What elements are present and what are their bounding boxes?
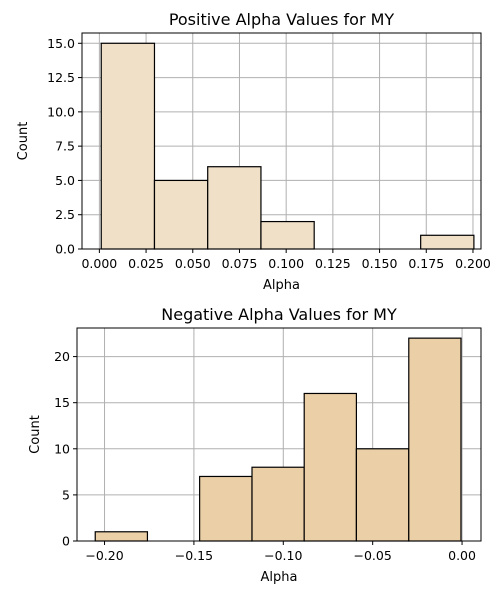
x-tick-label: 0.00 (448, 548, 476, 563)
histogram-bar (408, 337, 462, 542)
chart-title: Positive Alpha Values for MY (169, 10, 395, 29)
bars (100, 42, 475, 250)
x-tick-label: 0.075 (222, 256, 258, 271)
y-ticks: 0.0 2.5 5.0 7.5 10.0 12.5 15.0 (47, 36, 82, 257)
x-tick-label: 0.200 (455, 256, 491, 271)
x-tick-label: −0.20 (85, 548, 123, 563)
y-tick-label: 15.0 (47, 36, 75, 51)
histogram-bar (260, 220, 315, 250)
y-tick-label: 10.0 (47, 104, 75, 119)
x-ticks: 0.000 0.025 0.050 0.075 0.100 0.125 0.150 0.175… (81, 249, 491, 271)
histogram-bar (303, 392, 358, 542)
y-axis-label: Count (16, 122, 31, 161)
x-axis-label: Alpha (261, 570, 298, 585)
histogram-bar (94, 531, 149, 542)
histogram-bar (100, 42, 156, 250)
x-tick-label: 0.150 (362, 256, 398, 271)
y-tick-label: 12.5 (47, 70, 75, 85)
x-tick-label: 0.050 (175, 256, 211, 271)
axes-frame (81, 32, 482, 250)
x-tick-label: 0.000 (81, 256, 117, 271)
y-tick-label: 5 (62, 487, 70, 502)
y-tick-label: 2.5 (55, 207, 75, 222)
x-tick-label: −0.05 (354, 548, 392, 563)
x-axis-label: Alpha (263, 278, 300, 293)
positive-alpha-histogram: 0.000 0.025 0.050 0.075 0.100 0.125 0.150 0.175… (16, 10, 491, 293)
x-tick-label: 0.025 (128, 256, 164, 271)
y-tick-label: 7.5 (55, 139, 75, 154)
y-tick-label: 10 (54, 441, 70, 456)
x-tick-label: 0.175 (408, 256, 444, 271)
x-tick-label: −0.10 (264, 548, 302, 563)
x-tick-label: 0.125 (315, 256, 351, 271)
y-tick-label: 0 (62, 534, 70, 549)
y-axis-label: Count (28, 415, 43, 454)
histogram-bar (420, 234, 475, 250)
x-tick-label: −0.15 (175, 548, 213, 563)
histogram-bar (199, 475, 253, 542)
bars (94, 337, 462, 542)
x-ticks: −0.20 −0.15 −0.10 −0.05 0.00 (85, 541, 476, 563)
axes-frame (76, 327, 482, 542)
negative-alpha-histogram: −0.20 −0.15 −0.10 −0.05 0.00 0 5 10 15 20 Negati… (28, 305, 482, 585)
y-tick-label: 20 (54, 349, 70, 364)
x-tick-label: 0.100 (268, 256, 304, 271)
y-tick-label: 5.0 (55, 173, 75, 188)
chart-title: Negative Alpha Values for MY (161, 305, 397, 324)
histogram-bar (355, 448, 410, 542)
histogram-bar (251, 466, 305, 542)
y-tick-label: 0.0 (55, 242, 75, 257)
histogram-bar (207, 166, 262, 250)
y-tick-label: 15 (54, 395, 70, 410)
y-ticks: 0 5 10 15 20 (54, 349, 77, 549)
histogram-bar (153, 179, 209, 250)
